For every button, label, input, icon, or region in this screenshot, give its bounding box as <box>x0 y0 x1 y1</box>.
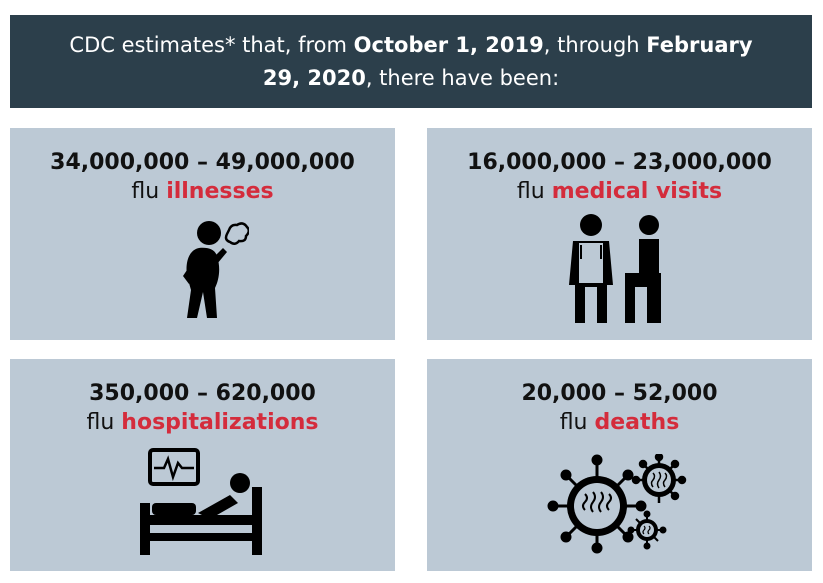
label-prefix: flu <box>516 179 552 204</box>
hospitalizations-range: 350,000 – 620,000 <box>89 381 316 406</box>
header-banner: CDC estimates* that, from October 1, 201… <box>10 15 812 108</box>
flu-virus-icon <box>547 454 687 554</box>
hospital-bed-monitor-icon <box>140 448 262 555</box>
medical-visits-range: 16,000,000 – 23,000,000 <box>467 150 772 175</box>
illnesses-label: flu illnesses <box>10 177 395 207</box>
label-accent: medical visits <box>551 179 723 204</box>
doctor-and-patient-icon <box>569 214 661 323</box>
sick-person-coughing-icon <box>183 221 249 318</box>
label-accent: deaths <box>594 410 680 435</box>
label-accent: hospitalizations <box>121 410 319 435</box>
illnesses-card: 34,000,000 – 49,000,000 flu illnesses <box>10 128 395 340</box>
hospitalizations-label: flu hospitalizations <box>10 408 395 438</box>
deaths-card: 20,000 – 52,000 flu deaths <box>427 359 812 571</box>
medical-visits-label: flu medical visits <box>427 177 812 207</box>
header-text-part: CDC estimates* that, from <box>69 32 354 57</box>
medical-visits-card: 16,000,000 – 23,000,000 flu medical visi… <box>427 128 812 340</box>
header-text: CDC estimates* that, from October 1, 201… <box>50 29 772 95</box>
label-prefix: flu <box>131 179 167 204</box>
illnesses-range: 34,000,000 – 49,000,000 <box>50 150 355 175</box>
deaths-label: flu deaths <box>427 408 812 438</box>
deaths-range: 20,000 – 52,000 <box>521 381 718 406</box>
start-date: October 1, 2019 <box>353 32 544 57</box>
hospitalizations-card: 350,000 – 620,000 flu hospitalizations <box>10 359 395 571</box>
end-date: February 29, 2020 <box>262 32 753 90</box>
label-prefix: flu <box>86 410 122 435</box>
header-text-part: , through <box>543 32 647 57</box>
header-text-part: , there have been: <box>365 65 560 90</box>
label-prefix: flu <box>559 410 595 435</box>
label-accent: illnesses <box>166 179 274 204</box>
